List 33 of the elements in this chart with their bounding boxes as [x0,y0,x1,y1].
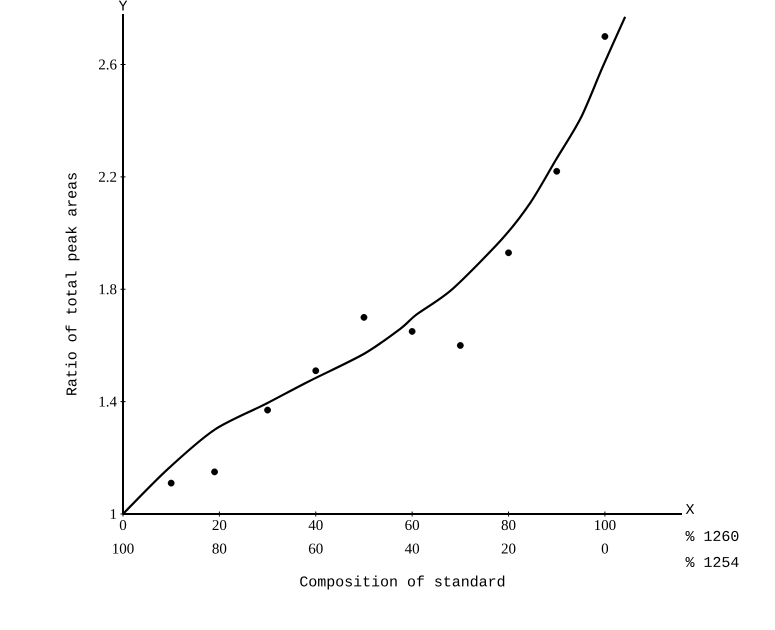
point [264,406,271,414]
point [168,480,175,486]
y-tick-label: 1.4 [100,396,117,407]
x2-tick-label: 100 [113,544,134,554]
text: % 1260 [686,530,738,542]
y-tick-label: 1 [110,509,116,519]
x-tick-label: 40 [308,520,323,530]
point [312,367,320,374]
text: X [686,504,694,514]
x2-tick-label: 20 [502,544,516,554]
x-tick-label: 60 [405,520,420,530]
x-tick-label: 0 [120,520,126,530]
point [360,314,368,321]
text: % 1254 [686,556,739,568]
x-tick-label: 20 [212,520,226,530]
x2-tick-label: 60 [308,544,323,554]
point [408,328,416,335]
x-axis-title: Composition of standard [300,576,504,590]
text: Y [118,0,128,10]
x-tick-label: 80 [502,520,516,530]
y-tick-label: 1.8 [100,284,116,294]
point [553,168,560,175]
y-tick-label: 2.6 [98,60,117,70]
x-tick-label: 100 [595,520,616,530]
y-axis-title: Ratio of total peak areas [66,173,80,395]
x2-tick-label: 0 [602,544,608,554]
point [505,249,512,256]
y-tick-label: 2.2 [98,172,116,182]
point [602,33,608,40]
x2-tick-label: 80 [212,544,226,554]
x2-tick-label: 40 [404,544,420,554]
point [456,342,464,349]
point [211,468,218,476]
